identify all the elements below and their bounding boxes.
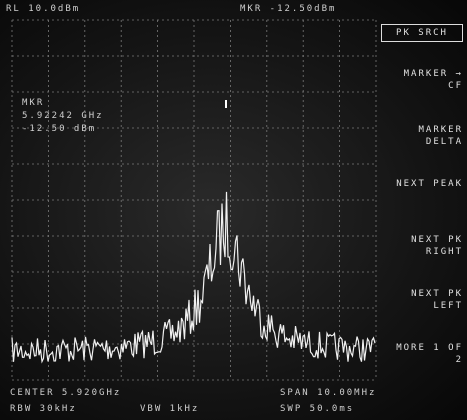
softkey[interactable]: NEXT PK RIGHT bbox=[383, 234, 463, 258]
vbw: VBW 1kHz bbox=[140, 404, 199, 414]
marker-level: -12.50 dBm bbox=[22, 124, 96, 134]
softkey[interactable]: NEXT PEAK bbox=[383, 178, 463, 190]
header-left: RL 10.0dBm bbox=[6, 4, 80, 14]
rbw: RBW 30kHz bbox=[10, 404, 77, 414]
sweep: SWP 50.0ms bbox=[280, 404, 354, 414]
span: SPAN 10.00MHz bbox=[280, 388, 376, 398]
spectrum-trace bbox=[12, 192, 375, 362]
softkey[interactable]: MARKER DELTA bbox=[383, 124, 463, 148]
center-frequency: CENTER 5.920GHz bbox=[10, 388, 121, 398]
softkey[interactable]: MARKER → CF bbox=[383, 68, 463, 92]
marker-label: MKR bbox=[22, 98, 44, 108]
softkey[interactable]: MORE 1 OF 2 bbox=[383, 342, 463, 366]
softkey[interactable]: NEXT PK LEFT bbox=[383, 288, 463, 312]
marker-frequency: 5.92242 GHz bbox=[22, 111, 104, 121]
analyzer-screen: RL 10.0dBm MKR -12.50dBm MKR 5.92242 GHz… bbox=[0, 0, 467, 420]
header-right: MKR -12.50dBm bbox=[240, 4, 336, 14]
softkey[interactable]: PK SRCH bbox=[381, 24, 463, 42]
